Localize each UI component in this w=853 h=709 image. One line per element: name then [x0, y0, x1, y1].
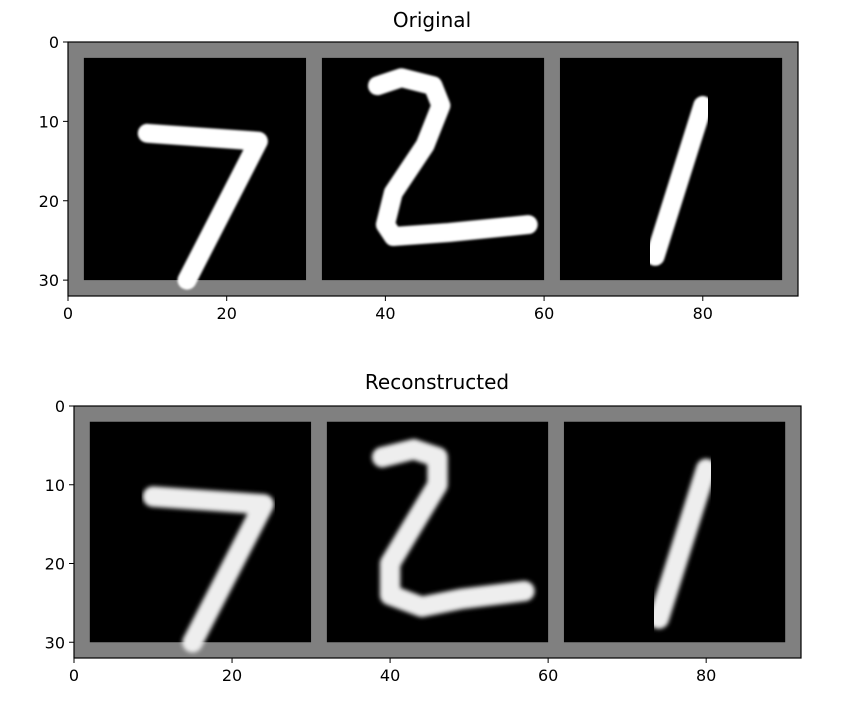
digit-panel-1 — [559, 57, 783, 281]
x-tick-label: 60 — [538, 666, 558, 685]
digit-stroke — [368, 68, 538, 246]
x-tick-label: 80 — [696, 666, 716, 685]
y-tick-label: 30 — [39, 271, 59, 290]
x-tick-label: 60 — [534, 304, 554, 323]
x-tick-label: 0 — [63, 304, 73, 323]
y-tick-label: 10 — [45, 476, 65, 495]
axes-frame — [67, 41, 799, 297]
digit-panel-7 — [83, 57, 307, 290]
y-ticks: 0 10 20 30 — [45, 397, 74, 652]
digit-stroke — [142, 486, 274, 653]
panel-background — [83, 57, 307, 281]
x-tick-label: 80 — [693, 304, 713, 323]
y-tick-label: 30 — [45, 633, 65, 652]
digit-stroke — [371, 439, 535, 618]
x-tick-label: 20 — [217, 304, 237, 323]
y-tick-label: 20 — [45, 555, 65, 574]
digit-strokes — [137, 123, 268, 290]
digit-strokes — [368, 68, 538, 246]
panel-background — [559, 57, 783, 281]
digit-strokes — [645, 96, 713, 266]
panels — [83, 57, 783, 290]
subplot-original: Original 0 20 40 60 80 0 10 20 30 — [39, 8, 799, 323]
digit-panel-2 — [321, 57, 545, 281]
digit-stroke — [137, 123, 268, 290]
digit-stroke — [648, 458, 717, 629]
x-ticks: 0 20 40 60 80 — [69, 658, 716, 685]
y-tick-label: 0 — [55, 397, 65, 416]
panel-background — [563, 421, 786, 643]
x-tick-label: 20 — [222, 666, 242, 685]
digit-strokes — [142, 486, 274, 653]
x-ticks: 0 20 40 60 80 — [63, 296, 713, 323]
digit-strokes — [371, 439, 535, 618]
digit-strokes — [648, 458, 717, 629]
axes-frame — [73, 405, 802, 659]
digit-panel-7 — [89, 421, 312, 653]
y-ticks: 0 10 20 30 — [39, 33, 68, 290]
y-tick-label: 20 — [39, 192, 59, 211]
image-area — [74, 406, 801, 658]
x-tick-label: 40 — [375, 304, 395, 323]
image-area — [68, 42, 798, 296]
subplot-title: Reconstructed — [365, 370, 509, 394]
subplot-reconstructed: Reconstructed 0 20 40 60 80 0 10 20 30 — [45, 370, 802, 685]
panels — [89, 421, 786, 653]
digit-stroke — [645, 96, 713, 266]
x-tick-label: 40 — [380, 666, 400, 685]
subplot-title: Original — [393, 8, 471, 32]
y-tick-label: 10 — [39, 112, 59, 131]
digit-panel-1 — [563, 421, 786, 643]
y-tick-label: 0 — [49, 33, 59, 52]
digit-panel-2 — [326, 421, 549, 643]
x-tick-label: 0 — [69, 666, 79, 685]
